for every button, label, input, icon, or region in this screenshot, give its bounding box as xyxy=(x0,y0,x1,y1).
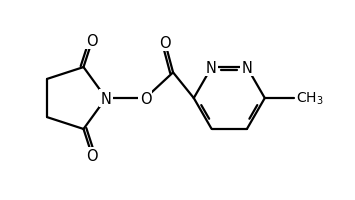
Text: O: O xyxy=(140,91,151,106)
Text: N: N xyxy=(206,60,217,75)
Text: N: N xyxy=(242,60,252,75)
Text: CH$_3$: CH$_3$ xyxy=(296,90,324,107)
Text: O: O xyxy=(86,34,98,49)
Text: O: O xyxy=(159,36,171,51)
Text: N: N xyxy=(100,91,111,106)
Text: O: O xyxy=(86,148,98,163)
